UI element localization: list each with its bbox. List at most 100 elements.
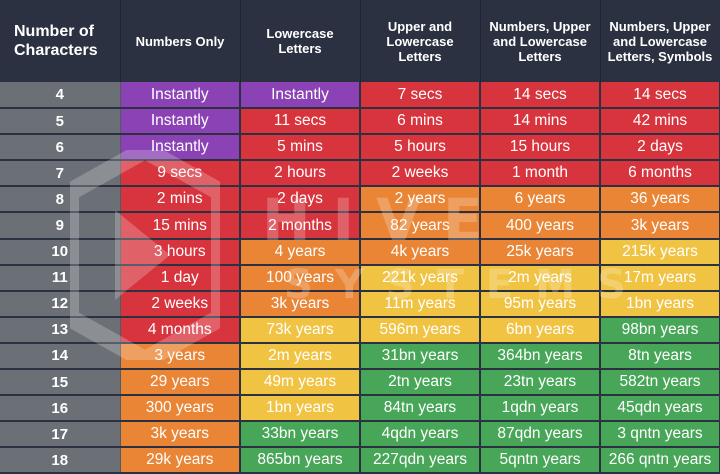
table-row: 15 29 years 49m years 2tn years 23tn years 58… [0, 369, 720, 397]
crack-time-cell: 6bn years [480, 316, 601, 344]
crack-time-cell: 400 years [480, 212, 601, 240]
crack-time-cell: 4k years [360, 238, 481, 266]
table-row: 17 3k years 33bn years 4qdn years 87qdn year… [0, 421, 720, 449]
table-row: 6 Instantly 5 mins 5 hours 15 hours 2 days [0, 134, 720, 162]
crack-time-cell: 865bn years [240, 447, 361, 474]
table-row: 9 15 mins 2 months 82 years 400 years 3k year… [0, 212, 720, 240]
crack-time-cell: Instantly [120, 82, 241, 110]
crack-time-cell: 2 years [360, 186, 481, 214]
crack-time-cell: 14 secs [480, 82, 601, 110]
crack-time-cell: 5qntn years [480, 447, 601, 474]
crack-time-cell: 266 qntn years [600, 447, 720, 474]
crack-time-cell: 3 qntn years [600, 421, 720, 449]
table-row: 16 300 years 1bn years 84tn years 1qdn years… [0, 395, 720, 423]
row-character-count: 4 [0, 82, 121, 110]
table-row: 12 2 weeks 3k years 11m years 95m years 1bn y… [0, 290, 720, 318]
crack-time-cell: 2 weeks [120, 290, 241, 318]
crack-time-cell: 4qdn years [360, 421, 481, 449]
crack-time-cell: 2 days [240, 186, 361, 214]
crack-time-cell: 1 month [480, 160, 601, 188]
row-character-count: 10 [0, 238, 121, 266]
row-character-count: 9 [0, 212, 121, 240]
crack-time-cell: 300 years [120, 395, 241, 423]
crack-time-cell: 227qdn years [360, 447, 481, 474]
table-row: 18 29k years 865bn years 227qdn years 5qntn … [0, 447, 720, 474]
crack-time-cell: 33bn years [240, 421, 361, 449]
crack-time-cell: 31bn years [360, 342, 481, 371]
crack-time-cell: 14 mins [480, 108, 601, 136]
table-body: 4 Instantly Instantly 7 secs 14 secs 14 secs 5… [0, 82, 720, 474]
crack-time-cell: 5 mins [240, 134, 361, 162]
crack-time-cell: 45qdn years [600, 395, 720, 423]
header-lowercase-letters: Lowercase Letters [240, 0, 361, 82]
crack-time-cell: 42 mins [600, 108, 720, 136]
header-upper-and-lowercase: Upper and Lowercase Letters [360, 0, 481, 82]
table-row: 5 Instantly 11 secs 6 mins 14 mins 42 mins [0, 108, 720, 136]
crack-time-cell: 4 years [240, 238, 361, 266]
row-character-count: 17 [0, 421, 121, 449]
row-character-count: 7 [0, 160, 121, 188]
crack-time-cell: 29 years [120, 369, 241, 397]
crack-time-cell: 1bn years [240, 395, 361, 423]
crack-time-cell: 3k years [600, 212, 720, 240]
crack-time-cell: 3k years [240, 290, 361, 318]
row-character-count: 18 [0, 447, 121, 474]
crack-time-cell: 8tn years [600, 342, 720, 371]
crack-time-cell: 36 years [600, 186, 720, 214]
crack-time-cell: 14 secs [600, 82, 720, 110]
crack-time-cell: Instantly [120, 134, 241, 162]
table-row: 14 3 years 2m years 31bn years 364bn years 8t… [0, 342, 720, 371]
crack-time-cell: 6 months [600, 160, 720, 188]
row-character-count: 8 [0, 186, 121, 214]
crack-time-cell: 3k years [120, 421, 241, 449]
table-row: 13 4 months 73k years 596m years 6bn years 98… [0, 316, 720, 344]
crack-time-cell: 2 weeks [360, 160, 481, 188]
table-row: 11 1 day 100 years 221k years 2m years 17m ye… [0, 264, 720, 292]
crack-time-cell: 6 years [480, 186, 601, 214]
crack-time-cell: 6 mins [360, 108, 481, 136]
header-number-of-characters: Number of Characters [0, 0, 121, 82]
crack-time-cell: 15 mins [120, 212, 241, 240]
crack-time-cell: 95m years [480, 290, 601, 318]
row-character-count: 11 [0, 264, 121, 292]
crack-time-cell: 3 years [120, 342, 241, 371]
crack-time-cell: 1bn years [600, 290, 720, 318]
row-character-count: 5 [0, 108, 121, 136]
crack-time-cell: 7 secs [360, 82, 481, 110]
crack-time-cell: 364bn years [480, 342, 601, 371]
crack-time-cell: 2 hours [240, 160, 361, 188]
crack-time-cell: 2m years [240, 342, 361, 371]
header-numbers-upper-lowercase: Numbers, Upper and Lowercase Letters [480, 0, 601, 82]
crack-time-cell: 2 months [240, 212, 361, 240]
crack-time-cell: 2 mins [120, 186, 241, 214]
crack-time-cell: 215k years [600, 238, 720, 266]
crack-time-cell: 2m years [480, 264, 601, 292]
crack-time-cell: 82 years [360, 212, 481, 240]
crack-time-cell: 23tn years [480, 369, 601, 397]
row-character-count: 14 [0, 342, 121, 371]
crack-time-cell: 84tn years [360, 395, 481, 423]
header-numbers-upper-lowercase-symbols: Numbers, Upper and Lowercase Letters, Sy… [600, 0, 720, 82]
crack-time-cell: 49m years [240, 369, 361, 397]
header-row: Number of Characters Numbers Only Lowerc… [0, 0, 720, 82]
crack-time-cell: 9 secs [120, 160, 241, 188]
crack-time-cell: Instantly [240, 82, 361, 110]
header-numbers-only: Numbers Only [120, 0, 241, 82]
row-character-count: 16 [0, 395, 121, 423]
crack-time-cell: 29k years [120, 447, 241, 474]
crack-time-cell: 11 secs [240, 108, 361, 136]
crack-time-cell: 596m years [360, 316, 481, 344]
crack-time-cell: 2 days [600, 134, 720, 162]
table-row: 4 Instantly Instantly 7 secs 14 secs 14 secs [0, 82, 720, 110]
row-character-count: 6 [0, 134, 121, 162]
crack-time-cell: 1qdn years [480, 395, 601, 423]
crack-time-cell: 5 hours [360, 134, 481, 162]
crack-time-cell: 98bn years [600, 316, 720, 344]
table-row: 10 3 hours 4 years 4k years 25k years 215k ye… [0, 238, 720, 266]
crack-time-cell: 73k years [240, 316, 361, 344]
crack-time-cell: 221k years [360, 264, 481, 292]
crack-time-cell: 3 hours [120, 238, 241, 266]
